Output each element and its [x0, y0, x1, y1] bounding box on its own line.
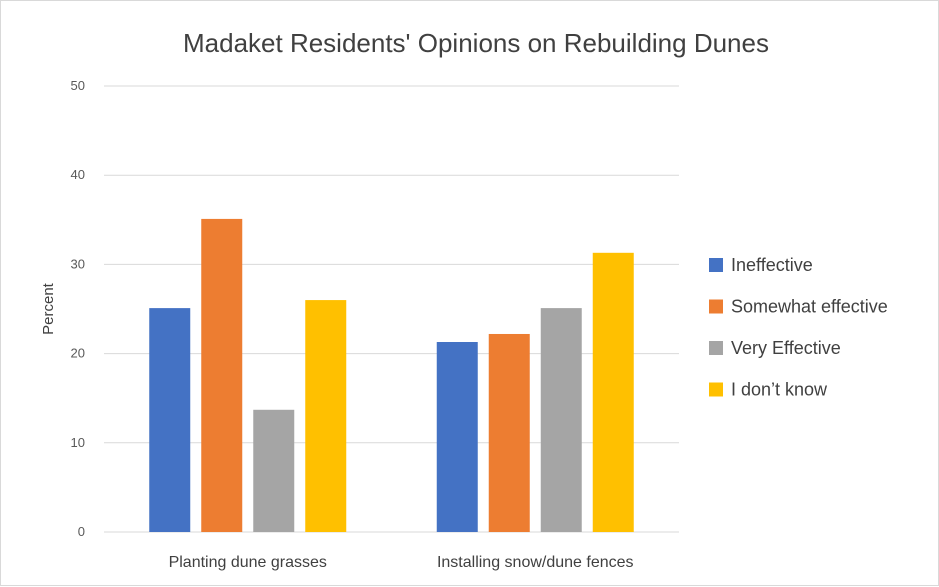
bar-4-2 — [592, 252, 634, 532]
legend-swatch — [709, 299, 723, 314]
x-axis-categories: Planting dune grasses Installing snow/dun… — [169, 554, 634, 571]
legend-swatch — [709, 382, 723, 397]
x-category-label: Planting dune grasses — [169, 554, 327, 571]
legend-item: Ineffective — [709, 255, 813, 275]
bar-2-1 — [201, 218, 243, 532]
bar-2-2 — [488, 333, 530, 532]
bar-4-1 — [305, 300, 347, 532]
legend-label: I don’t know — [731, 380, 828, 400]
y-tick-label: 20 — [71, 346, 85, 361]
bar-1-2 — [436, 342, 478, 532]
y-tick-label: 10 — [71, 435, 85, 450]
bar-3-2 — [540, 308, 582, 532]
y-tick-label: 30 — [71, 256, 85, 271]
legend-swatch — [709, 258, 723, 272]
legend-label: Somewhat effective — [731, 297, 888, 317]
legend-item: Somewhat effective — [709, 297, 888, 317]
y-tick-label: 40 — [71, 167, 85, 182]
gridlines — [104, 85, 679, 533]
chart-title: Madaket Residents' Opinions on Rebuildin… — [183, 28, 769, 58]
legend-item: Very Effective — [709, 338, 841, 358]
x-category-label: Installing snow/dune fences — [437, 554, 634, 571]
legend-swatch — [709, 341, 723, 355]
legend-label: Ineffective — [731, 255, 813, 275]
bars — [149, 218, 634, 532]
y-tick-label: 0 — [78, 524, 85, 539]
y-axis-title: Percent — [40, 282, 57, 335]
legend: Ineffective Somewhat effective Very Effect… — [709, 255, 888, 400]
legend-item: I don’t know — [709, 380, 828, 400]
bar-3-1 — [253, 409, 295, 532]
legend-label: Very Effective — [731, 338, 841, 358]
y-tick-label: 50 — [71, 78, 85, 93]
bar-1-1 — [149, 308, 191, 532]
y-axis-ticks: 0 10 20 30 40 50 — [71, 78, 85, 539]
